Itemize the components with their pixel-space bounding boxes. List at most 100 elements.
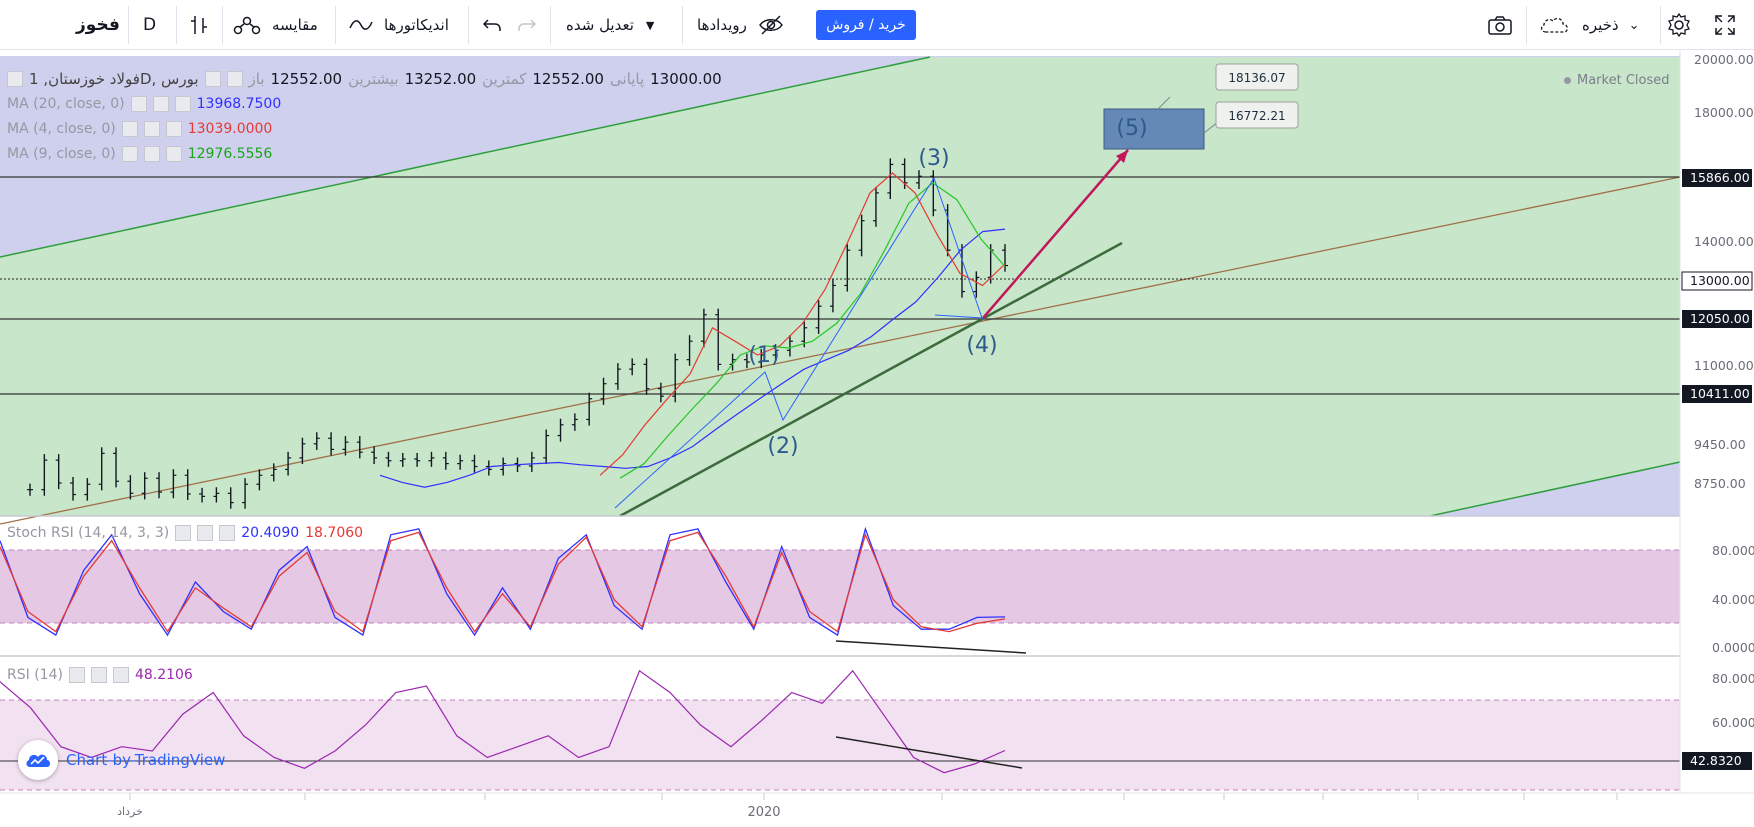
ma4-line <box>599 172 1006 476</box>
symbol-search[interactable]: فخوز <box>76 15 120 35</box>
buy-sell-button[interactable]: خرید / فروش <box>816 10 916 40</box>
time-label-2020: 2020 <box>747 805 780 820</box>
cloud-icon <box>1540 17 1568 33</box>
close-icon[interactable] <box>219 525 236 541</box>
divider <box>128 6 129 44</box>
save-layout-button[interactable]: ذخیره ⌄ <box>1538 0 1640 50</box>
tick-18000: 18000.00 <box>1694 105 1754 120</box>
fullscreen-button[interactable] <box>1713 0 1737 50</box>
support-trend-line[interactable] <box>619 241 1123 518</box>
divider <box>335 6 336 44</box>
target-arrow[interactable] <box>982 149 1129 319</box>
eye-icon[interactable] <box>68 667 85 683</box>
settings-icon[interactable] <box>90 667 107 683</box>
redo-button[interactable] <box>515 0 539 50</box>
target-high-callout[interactable] <box>1215 63 1299 91</box>
target-low-label: 16772.21 <box>1228 109 1285 123</box>
gear-icon <box>1668 12 1690 38</box>
channel-inner-fill <box>0 57 1680 516</box>
tick-r80: 80.0000 <box>1712 671 1754 686</box>
rsi-series <box>0 669 1006 774</box>
stoch-band <box>0 550 1680 623</box>
close-icon[interactable] <box>165 146 182 162</box>
badge-10411 <box>1682 385 1752 403</box>
settings-icon[interactable] <box>143 121 160 137</box>
stoch-d-line <box>0 531 1006 633</box>
divider <box>176 6 177 44</box>
indicators-button[interactable]: اندیکاتورها <box>348 0 449 50</box>
stoch-divergence-line[interactable] <box>835 640 1027 654</box>
close-icon[interactable] <box>174 96 191 112</box>
tick-s0: 0.0000 <box>1712 640 1754 655</box>
arrow-head <box>1116 150 1128 163</box>
chart-area[interactable]: 18136.07 16772.21 (1) (2) (3) (4) (5) 20… <box>0 51 1754 827</box>
stoch-label[interactable]: Stoch RSI (14, 14, 3, 3) <box>7 525 170 541</box>
divider <box>222 6 223 44</box>
symbol-title[interactable]: فولاد خوزستان, 1D, بورس <box>29 70 199 88</box>
interval-button[interactable]: D <box>143 15 157 35</box>
time-axis-ticks <box>129 793 1618 800</box>
snapshot-button[interactable] <box>1486 0 1514 50</box>
badge-15866 <box>1682 169 1752 187</box>
caret-down-icon: ▼ <box>645 18 655 32</box>
ma20-label[interactable]: MA (20, close, 0) <box>7 96 125 112</box>
eye-icon[interactable] <box>121 146 138 162</box>
stoch-legend: Stoch RSI (14, 14, 3, 3) 20.4090 18.7060 <box>7 525 363 541</box>
undo-button[interactable] <box>480 0 504 50</box>
candles-icon <box>191 16 207 34</box>
rsi-label[interactable]: RSI (14) <box>7 667 63 683</box>
price-series <box>27 158 1008 509</box>
ma4-legend: MA (4, close, 0) 13039.0000 <box>7 121 272 137</box>
wave-label-2: (2) <box>767 434 798 459</box>
tradingview-badge[interactable]: Chart-by-TradingView <box>18 740 225 780</box>
ma9-value: 12976.5556 <box>187 146 273 162</box>
price-axis-labels: 20000.00 18000.00 14000.00 11000.00 9450… <box>1694 52 1754 730</box>
high-value: 13252.00 <box>404 70 477 88</box>
high-label: بیشترین <box>348 70 399 88</box>
target-zone-box[interactable] <box>1103 108 1205 150</box>
collapse-icon[interactable] <box>7 71 23 87</box>
settings-icon[interactable] <box>143 146 160 162</box>
stoch-k-value: 20.4090 <box>241 525 300 541</box>
badge-13000-text: 13000.00 <box>1690 273 1750 288</box>
rsi-value: 48.2106 <box>134 667 193 683</box>
fullscreen-icon <box>1715 15 1735 35</box>
close-icon[interactable] <box>165 121 182 137</box>
settings-button[interactable] <box>1666 0 1692 50</box>
tick-9450: 9450.00 <box>1694 437 1746 452</box>
eye-icon[interactable] <box>130 96 147 112</box>
close-icon[interactable] <box>112 667 129 683</box>
wave-outline <box>614 176 983 509</box>
eye-icon[interactable] <box>121 121 138 137</box>
tradingview-logo <box>18 740 58 780</box>
channel-upper-line[interactable] <box>0 56 931 258</box>
ma4-label[interactable]: MA (4, close, 0) <box>7 121 116 137</box>
rsi-divergence-line[interactable] <box>835 736 1023 769</box>
time-axis[interactable] <box>0 793 1754 827</box>
top-toolbar: فخوز D مقایسه اندیکاتورها تعدیل شده ▼ رو… <box>0 0 1754 50</box>
camera-icon <box>1488 16 1512 35</box>
target-low-callout[interactable] <box>1215 101 1299 129</box>
compare-button[interactable]: مقایسه <box>232 0 318 50</box>
target-high-label: 18136.07 <box>1228 71 1285 85</box>
events-toggle[interactable]: رویدادها <box>697 0 785 50</box>
ma9-label[interactable]: MA (9, close, 0) <box>7 146 116 162</box>
channel-lower-line[interactable] <box>1429 461 1681 517</box>
callout-line <box>1157 96 1171 110</box>
chevron-down-icon: ⌄ <box>1628 17 1640 33</box>
bar-style-button[interactable] <box>188 0 210 50</box>
settings-icon[interactable] <box>226 71 243 87</box>
indicators-label: اندیکاتورها <box>384 16 449 34</box>
adjusted-dropdown[interactable]: تعدیل شده ▼ <box>566 0 654 50</box>
settings-icon[interactable] <box>152 96 169 112</box>
eye-icon[interactable] <box>204 71 221 87</box>
badge-13000 <box>1681 271 1753 291</box>
median-trend-line[interactable] <box>0 176 1681 525</box>
wave-label-4: (4) <box>966 333 997 358</box>
badge-15866-text: 15866.00 <box>1690 170 1750 185</box>
settings-icon[interactable] <box>197 525 214 541</box>
tick-11000: 11000.00 <box>1694 358 1754 373</box>
stoch-d-value: 18.7060 <box>305 525 364 541</box>
eye-icon[interactable] <box>175 525 192 541</box>
ma9-legend: MA (9, close, 0) 12976.5556 <box>7 146 272 162</box>
